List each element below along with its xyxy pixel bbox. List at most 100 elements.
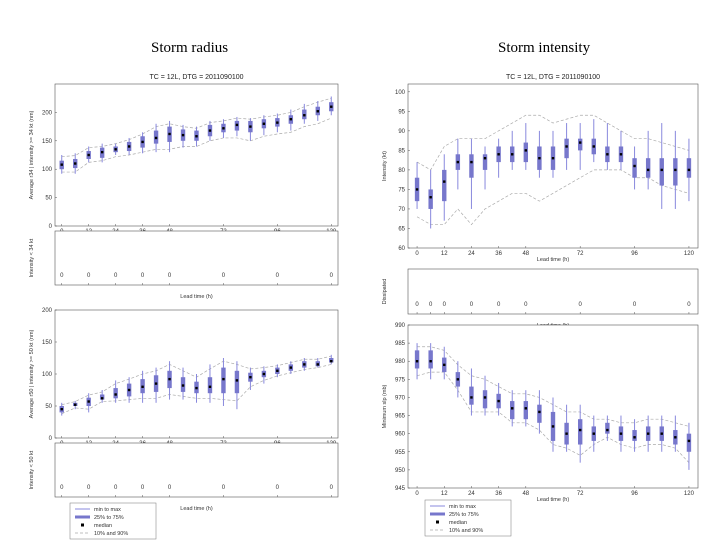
y-tick-label: 95 [398,109,405,115]
chart-r34: TC = 12L, DTG = 2011090100 Average r34 | … [29,74,339,235]
y-tick-label: 990 [395,323,406,329]
median-marker [181,384,185,387]
iqr-box [510,401,515,420]
chart-r34-lt: Intensity < 34 kt Lead time (h) 0 0 0 0 0 0 0 0 [29,230,339,300]
x-tick-label: 12 [441,491,448,497]
median-marker [565,145,568,148]
y-axis-label: Intensity < 50 kt [29,450,35,489]
count-value: 0 [330,273,334,279]
storm-radius-heading: Storm radius [151,40,229,56]
median-marker [195,386,198,390]
x-tick-label: 96 [631,251,638,257]
median-marker [60,163,63,166]
count-value: 0 [687,302,691,308]
median-marker [674,436,677,439]
x-tick-label: 0 [415,251,419,257]
median-marker [141,385,144,388]
x-tick-label: 24 [468,491,475,497]
median-marker [208,129,212,132]
iqr-box [428,189,433,209]
count-value: 0 [114,485,118,491]
x-tick-label: 48 [522,251,529,257]
plot-area [54,442,339,498]
count-value: 0 [222,273,226,279]
legend-left: min to max 25% to 75% median 10% and 90% [69,502,157,540]
y-tick-label: 100 [395,90,406,96]
median-marker [497,153,500,156]
iqr-box [221,367,226,394]
count-value: 0 [497,302,501,308]
median-marker [674,168,677,172]
chart-r50-lt: Intensity < 50 kt Lead time (h) 0 0 0 0 0 0 0 0 [29,442,339,512]
y-tick-label: 200 [42,308,53,314]
median-marker [511,153,514,156]
median-marker [154,382,158,385]
median-marker [456,378,460,381]
count-value: 0 [168,273,172,279]
median-marker [687,439,691,443]
chart-title: TC = 12L, DTG = 2011090100 [149,74,243,81]
count-value: 0 [429,302,433,308]
y-axis-label: Intensity < 34 kt [29,238,35,277]
median-marker [235,379,239,382]
plot-area [407,268,699,315]
iqr-box [632,430,637,441]
y-tick-label: 985 [395,341,406,347]
iqr-box [577,419,583,445]
median-marker [606,153,609,156]
x-tick-label: 24 [468,251,475,257]
median-marker [141,140,144,144]
iqr-box [673,158,678,186]
median-marker [289,118,293,121]
median-marker [262,372,266,376]
median-marker [60,408,63,411]
iqr-box [523,142,529,163]
percentile-line-p90 [416,114,690,171]
chart-slp: Minimum slp (mb) Lead time (h) 0 12 24 36 48 72… [382,323,699,503]
iqr-box [113,388,118,399]
y-tick-label: 950 [395,468,406,474]
median-marker [429,196,432,199]
x-axis-label: Lead time (h) [537,497,570,503]
count-value: 0 [60,273,64,279]
chart-r50: Average r50 | intensity >= 50 kt (nm)012… [29,308,339,447]
storm-intensity-heading: Storm intensity [498,40,591,56]
median-marker [235,123,239,127]
y-tick-label: 0 [49,224,53,230]
iqr-box [482,390,488,409]
count-value: 0 [168,485,172,491]
median-marker [619,432,623,435]
legend-item: 25% to 75% [449,512,479,518]
x-tick-label: 120 [684,491,695,497]
iqr-box [99,394,105,400]
median-marker [303,363,306,366]
legend-item: 25% to 75% [94,515,124,521]
median-marker [154,136,158,140]
median-marker [330,105,333,108]
y-tick-label: 0 [49,436,53,442]
y-tick-label: 100 [42,167,53,173]
median-marker [127,145,131,148]
iqr-box [469,154,474,178]
median-marker [497,399,500,403]
y-tick-label: 80 [398,168,405,174]
count-value: 0 [443,302,447,308]
median-marker [470,160,473,164]
median-marker [592,432,595,435]
plot-area [54,230,339,286]
y-tick-label: 50 [45,404,52,410]
legend-swatch-median [436,520,439,524]
y-tick-label: 85 [398,148,405,154]
median-marker [316,363,319,366]
y-tick-label: 200 [42,110,53,116]
x-axis-label: Lead time (h) [537,257,570,263]
y-tick-label: 945 [395,486,406,492]
x-tick-label: 120 [684,251,695,257]
median-marker [415,188,419,191]
median-marker [660,168,663,172]
x-tick-label: 36 [495,251,502,257]
median-marker [87,153,90,157]
median-marker [100,150,104,154]
percentile-line-p10 [61,364,332,415]
y-tick-label: 90 [398,129,405,135]
